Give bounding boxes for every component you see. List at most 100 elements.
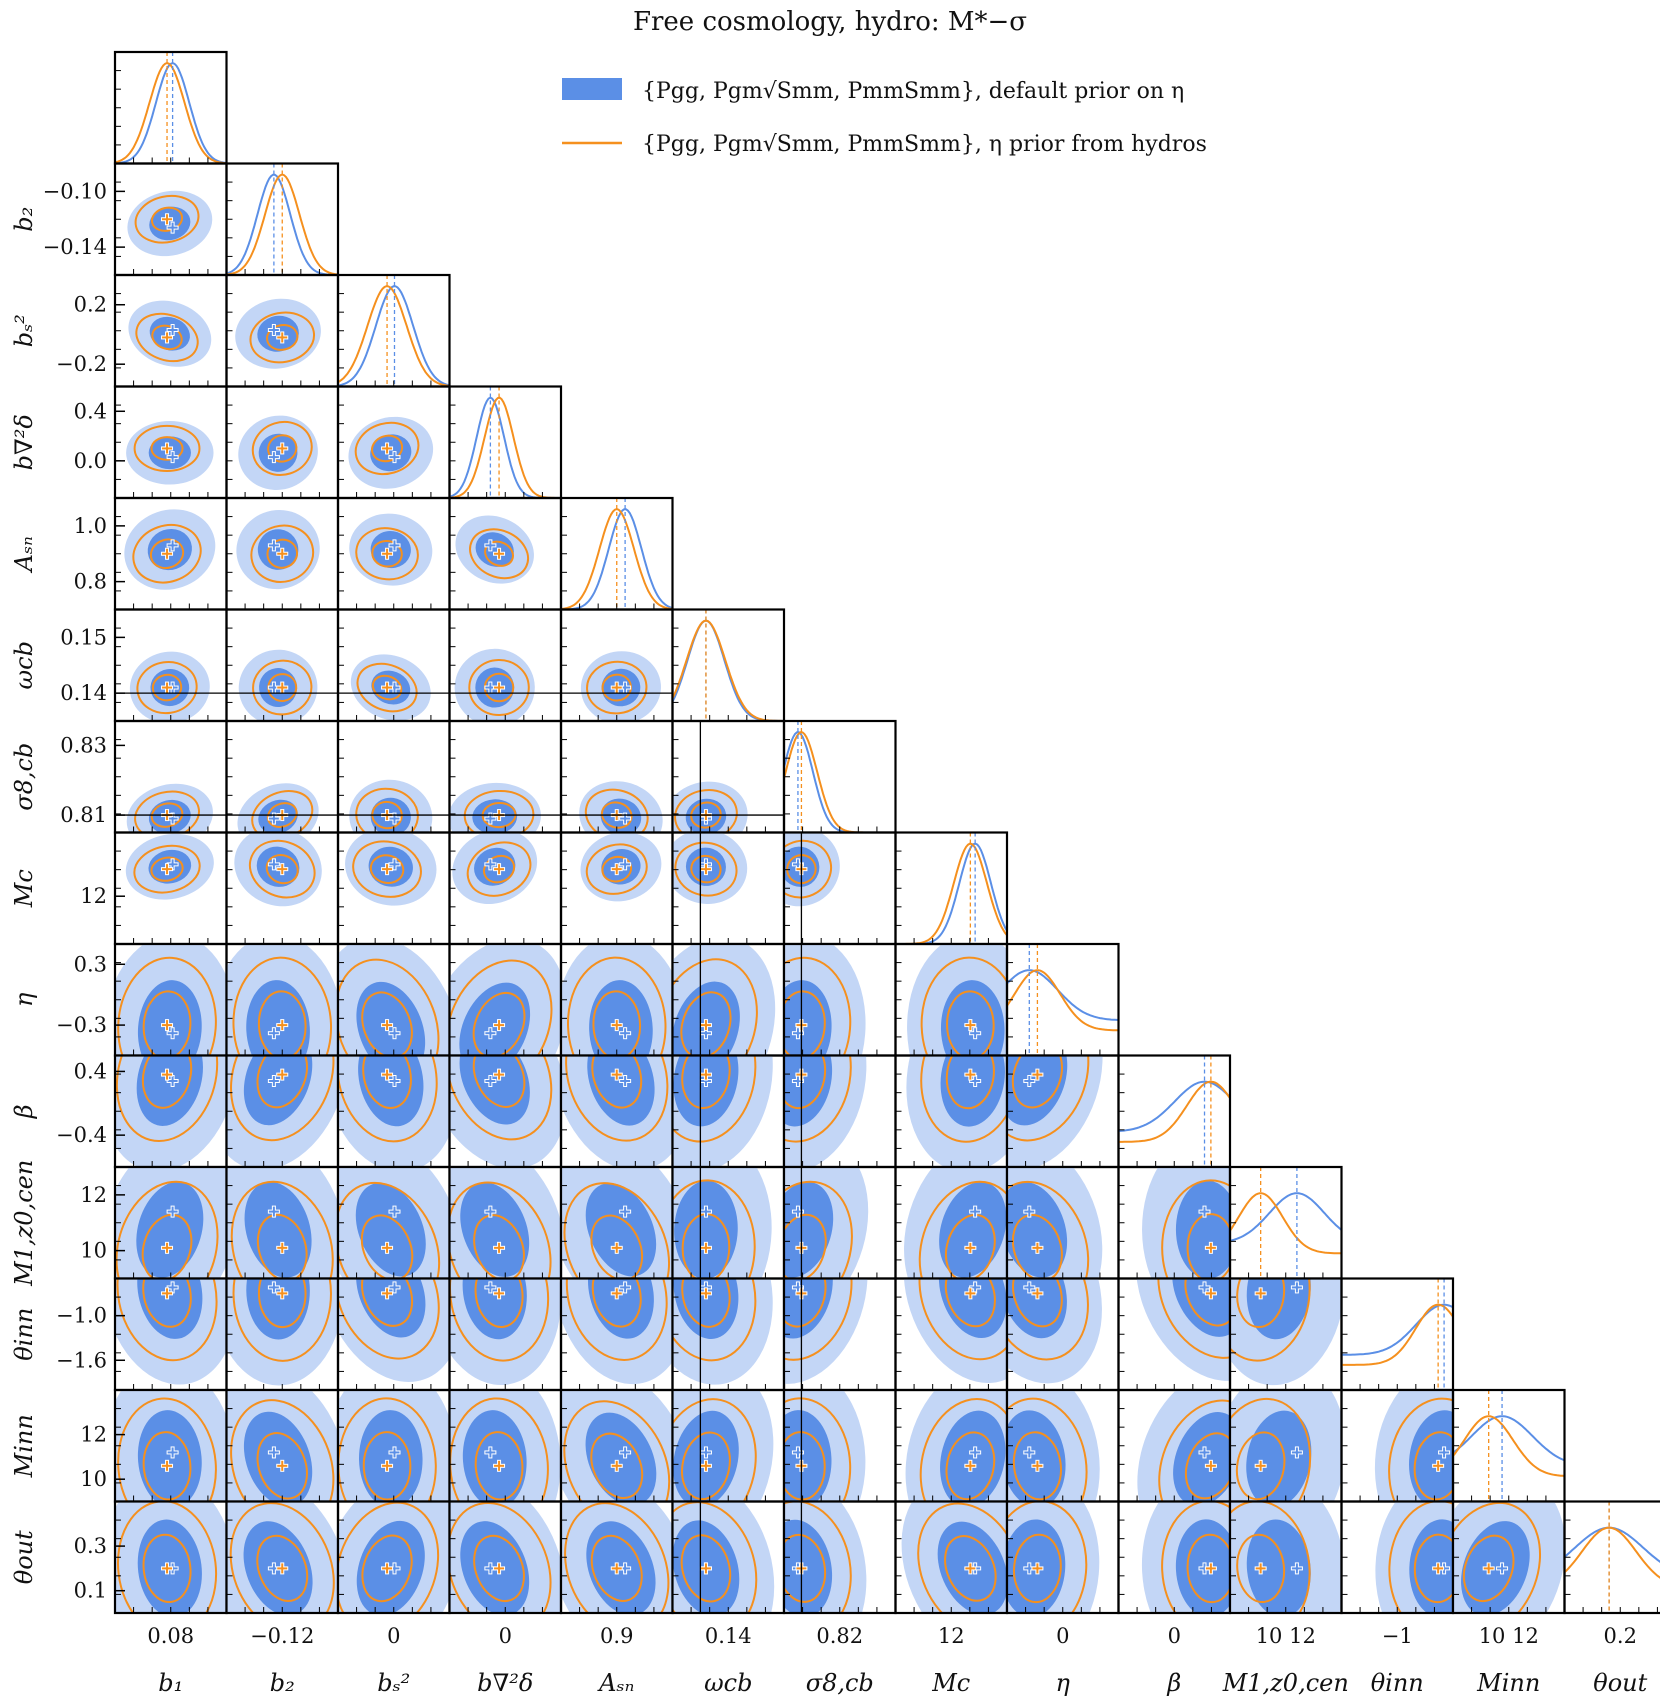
- contour-inner-default: [355, 1182, 426, 1277]
- contour-outer-hydro: [230, 1180, 334, 1279]
- best-fit-marker-hydro: [1204, 1562, 1217, 1575]
- best-fit-marker-hydro: [276, 1459, 289, 1472]
- contour-inner-default: [784, 1410, 832, 1502]
- x-axis-label-b1: b₁: [158, 1669, 183, 1697]
- contour-inner-hydro: [1462, 1534, 1515, 1603]
- posterior-2d-bs2-sigma8: [349, 779, 433, 833]
- contour-outer-hydro: [449, 1181, 552, 1279]
- contour-inner-default: [940, 1055, 1005, 1127]
- y-tick-label-beta: 0.4: [74, 1059, 107, 1083]
- marginal-line-default: [115, 62, 227, 164]
- contour-inner-default: [1172, 1278, 1230, 1337]
- contour-inner-hydro: [681, 1431, 731, 1501]
- posterior-2d-bnabla-Mc: [452, 832, 538, 905]
- y-tick-label-Minn: 12: [80, 1423, 107, 1447]
- posterior-2d-b2-Mc: [234, 832, 322, 907]
- marginal-line-default: [1007, 969, 1119, 1021]
- panel-frame: [1451, 1388, 1566, 1503]
- best-fit-marker-hydro: [276, 442, 289, 455]
- contour-outer-hydro: [919, 1398, 1007, 1502]
- best-fit-marker-hydro: [161, 681, 174, 694]
- contour-outer-hydro: [586, 660, 648, 715]
- best-fit-marker-default: [267, 1027, 280, 1040]
- posterior-2d-b2-sigma8: [237, 783, 319, 833]
- best-fit-marker-default: [267, 858, 280, 871]
- best-fit-marker-default: [1023, 1281, 1036, 1294]
- x-tick-label-eta: 0: [1056, 1624, 1069, 1648]
- x-tick-label-sigma8: 0.82: [816, 1624, 863, 1648]
- legend-label-default-prior: {Pgg, Pgm√Smm, PmmSmm}, default prior on…: [642, 79, 1184, 104]
- contour-outer-hydro: [230, 1055, 335, 1142]
- y-tick-label-bnabla: 0.4: [74, 399, 107, 423]
- posterior-2d-omegacb-eta: [672, 944, 776, 1056]
- x-axis-label-thetaout: θout: [1593, 1669, 1647, 1697]
- marginal-line-hydro: [1007, 969, 1119, 1032]
- y-axis-label-sigma8: σ8,cb: [10, 743, 38, 811]
- posterior-2d-beta-M1z0cen: [1142, 1167, 1230, 1279]
- contour-outer-hydro: [449, 1278, 550, 1362]
- best-fit-marker-hydro: [161, 331, 174, 344]
- posterior-1d-beta: [1118, 1055, 1230, 1167]
- contour-outer-hydro: [1161, 1501, 1230, 1613]
- posterior-2d-b1-bs2: [128, 300, 212, 367]
- y-tick-label-thetaout: 0.3: [74, 1534, 107, 1558]
- contour-inner-default: [1409, 1410, 1453, 1502]
- best-fit-marker-hydro: [610, 1562, 623, 1575]
- best-fit-marker-hydro: [699, 1562, 712, 1575]
- posterior-2d-bnabla-omegacb: [454, 648, 535, 721]
- posterior-2d-beta-Minn: [1137, 1390, 1230, 1502]
- best-fit-marker-hydro: [493, 1562, 506, 1575]
- best-fit-marker-hydro: [1031, 1241, 1044, 1254]
- best-fit-marker-hydro: [1254, 1562, 1267, 1575]
- panel-frame: [782, 719, 897, 834]
- x-axis-label-Asn: Aₛₙ: [597, 1669, 634, 1697]
- best-fit-marker-default: [267, 1074, 280, 1087]
- best-fit-marker-default: [1290, 1281, 1303, 1294]
- contour-inner-hydro: [944, 1213, 996, 1279]
- x-axis-label-Minn: Minn: [1476, 1669, 1540, 1697]
- posterior-2d-b1-Asn: [124, 509, 216, 590]
- best-fit-marker-hydro: [276, 331, 289, 344]
- contour-outer-hydro: [338, 1278, 440, 1360]
- contour-outer-hydro: [136, 661, 198, 715]
- best-fit-marker-hydro: [276, 681, 289, 694]
- best-fit-marker-default: [166, 1074, 179, 1087]
- best-fit-marker-hydro: [1254, 1287, 1267, 1300]
- contour-outer-hydro: [469, 528, 530, 580]
- best-fit-marker-default: [619, 858, 632, 871]
- posterior-2d-eta-Minn: [1007, 1390, 1100, 1502]
- y-axis-label-thetaout: θout: [10, 1530, 38, 1584]
- marginal-line-hydro: [338, 285, 450, 387]
- y-tick-label-Minn: 10: [80, 1467, 107, 1491]
- marginal-line-default: [1118, 1080, 1230, 1133]
- posterior-2d-eta-beta: [1007, 1055, 1103, 1167]
- y-axis-label-beta: β: [10, 1104, 38, 1119]
- best-fit-marker-default: [1023, 1074, 1036, 1087]
- contour-outer-hydro: [1388, 1397, 1453, 1502]
- best-fit-marker-hydro: [493, 1019, 506, 1032]
- best-fit-marker-hydro: [381, 442, 394, 455]
- best-fit-marker-hydro: [493, 1459, 506, 1472]
- best-fit-marker-default: [1023, 1446, 1036, 1459]
- posterior-2d-Asn-beta: [561, 1055, 673, 1167]
- best-fit-marker-default: [1290, 1446, 1303, 1459]
- contour-inner-hydro: [142, 1278, 192, 1328]
- posterior-2d-Asn-thetaout: [561, 1501, 673, 1613]
- best-fit-marker-default: [969, 1446, 982, 1459]
- y-axis-label-M1z0cen: M1,z0,cen: [10, 1160, 38, 1287]
- y-tick-label-omegacb: 0.15: [60, 625, 107, 649]
- posterior-2d-bs2-M1z0cen: [338, 1167, 450, 1279]
- best-fit-marker-hydro: [699, 1241, 712, 1254]
- best-fit-marker-hydro: [493, 1287, 506, 1300]
- posterior-2d-b1-thetainn: [115, 1278, 227, 1385]
- best-fit-marker-default: [619, 1281, 632, 1294]
- contour-outer-hydro: [564, 1502, 670, 1613]
- x-axis-label-omegacb: ωcb: [704, 1669, 752, 1697]
- posterior-2d-bnabla-eta: [449, 944, 561, 1056]
- y-tick-label-beta: −0.4: [56, 1123, 107, 1147]
- best-fit-marker-default: [484, 1446, 497, 1459]
- posterior-2d-Asn-Mc: [580, 832, 662, 902]
- contour-inner-hydro: [680, 991, 732, 1056]
- best-fit-marker-hydro: [161, 1287, 174, 1300]
- best-fit-marker-default: [619, 1205, 632, 1218]
